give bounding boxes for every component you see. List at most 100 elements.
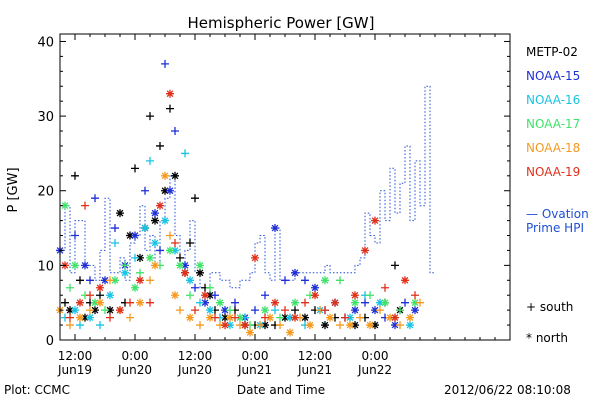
point-mark: [171, 171, 179, 180]
point-noaa-16-north: [121, 268, 129, 277]
point-mark: [271, 224, 279, 233]
point-metp-02-south: [186, 238, 194, 247]
point-mark: [261, 306, 269, 315]
point-mark: [166, 89, 174, 98]
point-noaa-15-north: [411, 306, 419, 315]
point-noaa-15-south: [111, 224, 119, 233]
point-mark: [261, 313, 269, 322]
point-noaa-17-south: [66, 283, 74, 292]
point-noaa-17-north: [321, 276, 329, 285]
legend-noaa-16: NOAA-16: [526, 93, 580, 107]
point-noaa-18-north: [266, 313, 274, 322]
point-noaa-18-south: [356, 313, 364, 322]
point-noaa-16-north: [106, 291, 114, 300]
point-noaa-15-north: [391, 321, 399, 330]
point-noaa-15-south: [161, 59, 169, 68]
ovation-prime-hpi-line: [60, 85, 435, 289]
point-noaa-19-north: [166, 89, 174, 98]
point-noaa-15-south: [191, 283, 199, 292]
point-mark: [261, 291, 269, 300]
point-mark: [76, 313, 84, 322]
point-mark: [76, 298, 84, 307]
point-noaa-19-north: [116, 306, 124, 315]
point-mark: [166, 186, 174, 195]
point-noaa-17-north: [291, 298, 299, 307]
point-mark: [86, 276, 94, 285]
point-noaa-19-south: [301, 298, 309, 307]
point-mark: [166, 246, 174, 255]
point-mark: [271, 298, 279, 307]
point-noaa-18-north: [326, 313, 334, 322]
point-noaa-15-north: [311, 283, 319, 292]
point-mark: [251, 306, 259, 315]
point-noaa-15-north: [181, 261, 189, 270]
legend-north-marker: * north: [526, 331, 568, 345]
point-noaa-18-south: [66, 321, 74, 330]
point-mark: [106, 313, 114, 322]
point-mark: [61, 298, 69, 307]
point-mark: [346, 321, 354, 330]
point-noaa-17-south: [366, 291, 374, 300]
point-mark: [246, 328, 254, 337]
point-metp-02-north: [261, 321, 269, 330]
point-noaa-16-south: [131, 253, 139, 262]
point-metp-02-north: [321, 321, 329, 330]
y-axis: 0 10 20 30 40: [37, 35, 510, 349]
point-noaa-16-north: [406, 321, 414, 330]
point-mark: [361, 246, 369, 255]
point-mark: [256, 321, 264, 330]
point-noaa-19-north: [361, 246, 369, 255]
point-noaa-15-north: [291, 268, 299, 277]
point-mark: [131, 231, 139, 240]
point-noaa-16-north: [171, 246, 179, 255]
point-noaa-16-north: [186, 276, 194, 285]
point-mark: [156, 141, 164, 150]
point-noaa-15-south: [71, 231, 79, 240]
legend-noaa-15: NOAA-15: [526, 69, 580, 83]
point-mark: [231, 298, 239, 307]
point-noaa-15-south: [156, 246, 164, 255]
point-metp-02-north: [136, 253, 144, 262]
point-mark: [396, 306, 404, 315]
legend-noaa-19: NOAA-19: [526, 165, 580, 179]
point-mark: [311, 291, 319, 300]
point-noaa-18-north: [246, 328, 254, 337]
point-noaa-18-north: [406, 313, 414, 322]
point-noaa-19-south: [411, 291, 419, 300]
point-noaa-19-south: [66, 313, 74, 322]
y-tick-label: 40: [37, 35, 54, 50]
point-noaa-15-north: [351, 306, 359, 315]
point-mark: [71, 231, 79, 240]
point-noaa-18-south: [376, 306, 384, 315]
point-mark: [136, 298, 144, 307]
point-mark: [221, 321, 229, 330]
x-tick-time: 0:00: [122, 349, 149, 363]
point-noaa-18-south: [196, 321, 204, 330]
point-noaa-15-south: [361, 298, 369, 307]
point-mark: [156, 201, 164, 210]
point-noaa-18-north: [161, 171, 169, 180]
point-mark: [106, 291, 114, 300]
legend-ovation-line2: Prime HPI: [526, 221, 584, 235]
point-noaa-17-south: [226, 306, 234, 315]
chart-title: Hemispheric Power [GW]: [188, 14, 375, 32]
point-mark: [81, 313, 89, 322]
point-noaa-19-south: [191, 306, 199, 315]
point-mark: [221, 306, 229, 315]
point-mark: [361, 298, 369, 307]
point-metp-02-north: [351, 321, 359, 330]
point-mark: [206, 306, 214, 315]
point-mark: [101, 306, 109, 315]
point-mark: [181, 261, 189, 270]
point-metp-02-north: [196, 268, 204, 277]
point-noaa-16-north: [346, 313, 354, 322]
point-mark: [66, 321, 74, 330]
point-mark: [341, 313, 349, 322]
point-mark: [301, 298, 309, 307]
point-mark: [286, 328, 294, 337]
point-mark: [171, 238, 179, 247]
point-mark: [391, 313, 399, 322]
x-axis: 12:00Jun190:00Jun2012:00Jun200:00Jun2112…: [57, 34, 511, 377]
x-tick-date: Jun20: [177, 363, 212, 377]
point-metp-02-south: [391, 261, 399, 270]
